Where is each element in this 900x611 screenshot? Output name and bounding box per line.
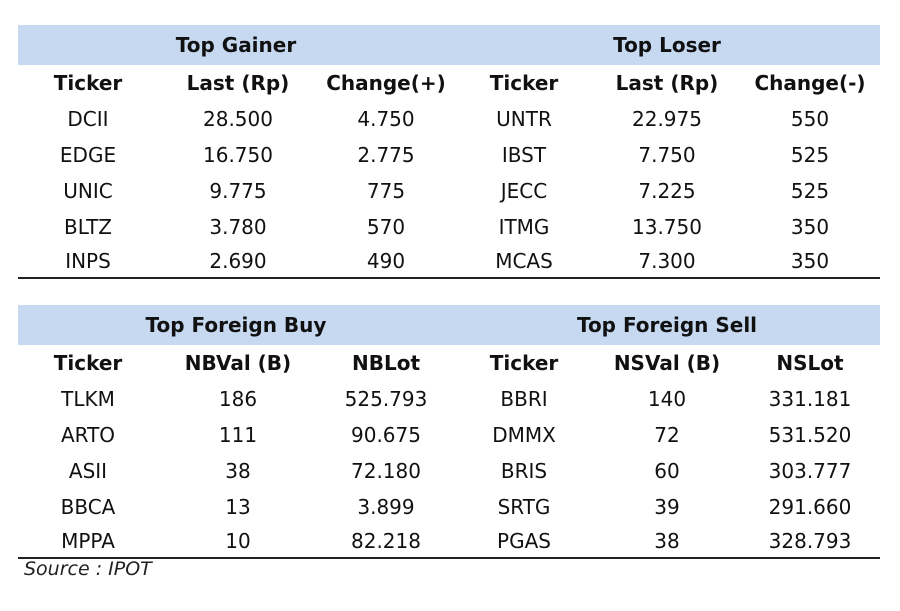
top-movers-table: Top Gainer Top Loser Ticker Last (Rp) Ch…	[18, 25, 880, 279]
table-cell: 2.775	[357, 143, 415, 167]
table-cell: MPPA	[61, 529, 115, 553]
table-cell: 111	[218, 423, 258, 447]
table-cell: 7.750	[638, 143, 696, 167]
table-cell: 3.899	[357, 495, 415, 519]
table-cell: SRTG	[497, 495, 551, 519]
table-cell: 39	[654, 495, 680, 519]
table-cell: 13.750	[632, 215, 702, 239]
foreign-flow-table: Top Foreign Buy Top Foreign Sell Ticker …	[18, 305, 880, 559]
table-cell: 22.975	[632, 107, 702, 131]
column-header: Last (Rp)	[186, 71, 290, 95]
table-cell: EDGE	[59, 143, 117, 167]
top-gainer-title: Top Gainer	[175, 33, 297, 57]
table-cell: 570	[366, 215, 406, 239]
table-cell: 550	[790, 107, 830, 131]
table-cell: BRIS	[500, 459, 548, 483]
table-cell: INPS	[65, 249, 111, 273]
table-cell: 10	[225, 529, 251, 553]
table-cell: 186	[218, 387, 258, 411]
column-header: Ticker	[53, 351, 123, 375]
column-header: Ticker	[489, 71, 559, 95]
column-header: NBVal (B)	[184, 351, 292, 375]
table-cell: 525	[790, 179, 830, 203]
table-cell: 525	[790, 143, 830, 167]
top-loser-title: Top Loser	[613, 33, 721, 57]
table-bottom-rule	[18, 557, 880, 559]
table-row: ARTO 111 90.675 DMMX 72 531.520	[18, 417, 880, 453]
table-cell: UNTR	[496, 107, 552, 131]
table-cell: UNIC	[63, 179, 113, 203]
table-row: INPS 2.690 490 MCAS 7.300 350	[18, 245, 880, 277]
table-cell: BBRI	[500, 387, 548, 411]
table-bottom-rule	[18, 277, 880, 279]
table-cell: 328.793	[768, 529, 852, 553]
foreign-flow-title-band: Top Foreign Buy Top Foreign Sell	[18, 305, 880, 345]
table-cell: 9.775	[209, 179, 267, 203]
table-row: DCII 28.500 4.750 UNTR 22.975 550	[18, 101, 880, 137]
table-row: TLKM 186 525.793 BBRI 140 331.181	[18, 381, 880, 417]
table-cell: 2.690	[209, 249, 267, 273]
table-cell: 331.181	[768, 387, 852, 411]
table-row: UNIC 9.775 775 JECC 7.225 525	[18, 173, 880, 209]
table-cell: 38	[225, 459, 251, 483]
table-row: MPPA 10 82.218 PGAS 38 328.793	[18, 525, 880, 557]
table-cell: DMMX	[492, 423, 556, 447]
column-header: Ticker	[489, 351, 559, 375]
top-foreign-buy-title: Top Foreign Buy	[145, 313, 327, 337]
column-header: Ticker	[53, 71, 123, 95]
table-cell: 531.520	[768, 423, 852, 447]
column-header-row: Ticker NBVal (B) NBLot Ticker NSVal (B) …	[18, 345, 880, 381]
table-cell: ITMG	[498, 215, 550, 239]
table-row: ASII 38 72.180 BRIS 60 303.777	[18, 453, 880, 489]
table-cell: 4.750	[357, 107, 415, 131]
table-cell: 140	[647, 387, 687, 411]
table-cell: IBST	[501, 143, 547, 167]
table-cell: ASII	[68, 459, 108, 483]
table-cell: BLTZ	[63, 215, 113, 239]
table-cell: 60	[654, 459, 680, 483]
column-header: Last (Rp)	[615, 71, 719, 95]
table-cell: 7.225	[638, 179, 696, 203]
table-row: BBCA 13 3.899 SRTG 39 291.660	[18, 489, 880, 525]
table-cell: ARTO	[60, 423, 116, 447]
table-cell: 350	[790, 215, 830, 239]
top-foreign-sell-title: Top Foreign Sell	[576, 313, 758, 337]
table-cell: JECC	[500, 179, 548, 203]
table-row: EDGE 16.750 2.775 IBST 7.750 525	[18, 137, 880, 173]
table-cell: 525.793	[344, 387, 428, 411]
table-cell: DCII	[67, 107, 109, 131]
column-header: NSVal (B)	[613, 351, 721, 375]
table-cell: 38	[654, 529, 680, 553]
table-cell: 28.500	[203, 107, 273, 131]
column-header: NSLot	[776, 351, 844, 375]
column-header: Change(-)	[754, 71, 866, 95]
table-cell: MCAS	[495, 249, 553, 273]
table-cell: TLKM	[61, 387, 115, 411]
table-cell: 3.780	[209, 215, 267, 239]
table-cell: 490	[366, 249, 406, 273]
table-cell: 90.675	[351, 423, 421, 447]
table-cell: PGAS	[497, 529, 551, 553]
source-caption: Source : IPOT	[24, 558, 152, 580]
table-cell: 291.660	[768, 495, 852, 519]
table-cell: 82.218	[351, 529, 421, 553]
table-cell: 72	[654, 423, 680, 447]
table-cell: 303.777	[768, 459, 852, 483]
column-header-row: Ticker Last (Rp) Change(+) Ticker Last (…	[18, 65, 880, 101]
table-cell: 72.180	[351, 459, 421, 483]
column-header: Change(+)	[326, 71, 446, 95]
table-cell: BBCA	[60, 495, 116, 519]
table-cell: 7.300	[638, 249, 696, 273]
column-header: NBLot	[351, 351, 421, 375]
top-movers-title-band: Top Gainer Top Loser	[18, 25, 880, 65]
table-cell: 13	[225, 495, 251, 519]
table-cell: 775	[366, 179, 406, 203]
table-cell: 350	[790, 249, 830, 273]
table-row: BLTZ 3.780 570 ITMG 13.750 350	[18, 209, 880, 245]
table-cell: 16.750	[203, 143, 273, 167]
